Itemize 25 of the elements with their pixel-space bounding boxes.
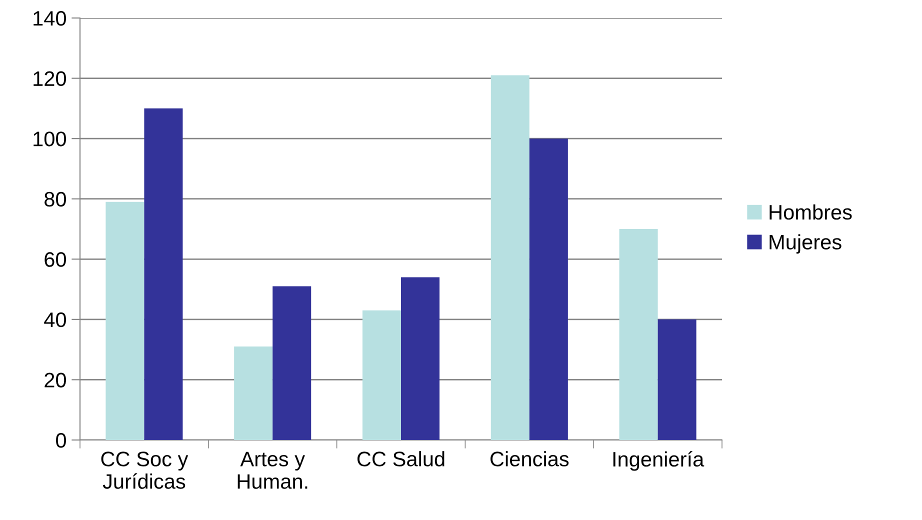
x-tick-label: Ingeniería — [613, 451, 704, 471]
bar — [490, 75, 530, 440]
x-tick-label: Ciencias — [490, 451, 569, 466]
y-tick-label: 0 — [56, 433, 66, 448]
y-tick-label: 40 — [44, 312, 66, 328]
bar — [529, 138, 568, 440]
x-tick-label: Artes y Human. — [238, 452, 308, 489]
y-tick-label: 100 — [34, 132, 66, 146]
bar — [272, 286, 312, 440]
bar — [234, 346, 273, 440]
y-tick-label: 20 — [44, 372, 66, 388]
bar — [144, 108, 183, 440]
y-tick-label: 60 — [44, 252, 66, 267]
y-tick-label: 140 — [34, 11, 66, 26]
bar — [658, 319, 696, 440]
legend-label: Mujeres — [770, 234, 842, 254]
bar — [401, 277, 440, 440]
legend-label: Hombres — [770, 204, 852, 220]
y-tick-label: 80 — [44, 192, 66, 207]
x-tick-label: CC Soc y Jurídicas — [101, 452, 188, 489]
y-tick-label: 120 — [34, 71, 66, 86]
x-tick-label: CC Salud — [357, 451, 444, 466]
bar — [362, 310, 401, 440]
bar — [619, 229, 658, 440]
bar — [106, 202, 144, 440]
